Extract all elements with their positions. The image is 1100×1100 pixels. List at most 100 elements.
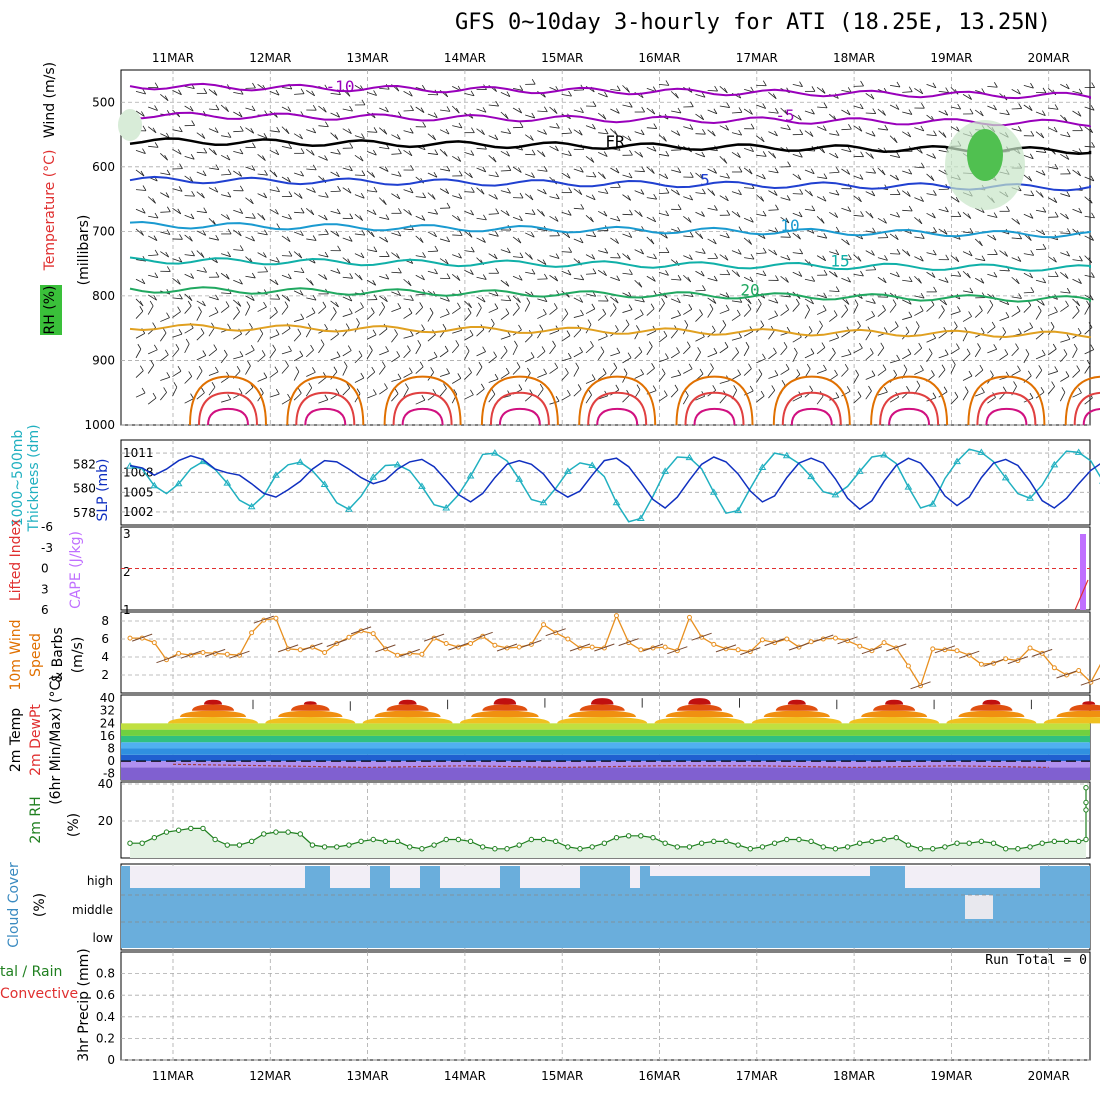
wind-barb-flag [1089, 294, 1094, 301]
wind-barb-flag [324, 155, 328, 161]
wind-barb-flag [880, 342, 885, 348]
wind-barb [476, 388, 485, 396]
wind-barb-flag [884, 386, 888, 393]
wind-barb-flag [324, 251, 329, 258]
wind-barb [257, 306, 267, 312]
wind-barb-flag [625, 319, 630, 325]
wind-barb-flag [811, 276, 816, 282]
wind-barb-flag [470, 90, 475, 96]
wind-barb-flag [981, 387, 985, 393]
wind-barb-flag [1018, 233, 1023, 240]
wind-barb-flag [893, 137, 898, 143]
wind-barb [294, 93, 305, 95]
wind-barb-flag [762, 151, 767, 157]
wind-barb [938, 208, 949, 213]
wind-barb [537, 169, 548, 172]
wind-barb [293, 290, 304, 296]
wind-barb-flag [933, 130, 937, 136]
wind-barb-flag [928, 348, 933, 354]
wind-barb-flag [848, 254, 852, 260]
wind-barb-flag [1050, 321, 1055, 328]
wind-barb-flag [543, 368, 547, 374]
rh-marker [212, 836, 218, 843]
wind-barb-flag [190, 154, 195, 160]
wind-barb-flag [356, 388, 361, 394]
wind-barb-flag [555, 253, 560, 259]
wind-barb-flag [872, 227, 876, 234]
wind-barb-flag [592, 268, 597, 274]
wind-barb [245, 295, 255, 301]
wind-barb [974, 109, 984, 117]
boundary-layer-contour [392, 391, 453, 426]
wind-barb-flag [458, 252, 462, 259]
wind-barb [756, 395, 765, 403]
wind-barb-flag [445, 258, 449, 265]
wind-barb-flag [553, 303, 558, 309]
wind-barb [160, 392, 167, 401]
wind-barb [525, 114, 535, 119]
wind-barb-flag [775, 108, 779, 114]
wind-barb-flag [419, 302, 424, 308]
wind-barb [683, 235, 694, 238]
wind-barb-flag [933, 286, 937, 293]
wind-barb [926, 212, 936, 219]
wind-barb [399, 648, 420, 657]
wind-barb-flag [568, 150, 572, 156]
wind-barb-flag [735, 347, 739, 353]
wind-barb [476, 329, 485, 337]
wind-barb-flag [604, 91, 608, 98]
rh-marker [735, 842, 741, 848]
wind-barb-flag [139, 300, 144, 307]
wind-barb [1048, 371, 1058, 375]
wind-barb [1060, 84, 1070, 90]
wind-barb-flag [908, 86, 913, 92]
wind-barb [926, 134, 937, 137]
wind-barb [573, 297, 583, 303]
wind-barb [914, 295, 925, 299]
wind-barb-flag [1064, 116, 1068, 123]
wind-barb-flag [677, 107, 682, 114]
wind-barb-flag [335, 388, 340, 394]
wind-barb [865, 269, 876, 271]
wind-barb-flag [590, 340, 594, 347]
wind-barb [707, 352, 718, 358]
wind-barb [1011, 237, 1022, 240]
wind-barb-flag [568, 127, 573, 134]
wind-barb [350, 626, 372, 635]
wind-barb [427, 172, 438, 178]
wind-barb-flag [553, 108, 558, 114]
date-label-bottom: 16MAR [638, 1069, 680, 1083]
wind-barb [561, 270, 572, 276]
wind-barb-flag [1066, 228, 1071, 234]
wind-barb-flag [1075, 305, 1080, 312]
wind-barb-flag [360, 252, 365, 259]
wind-barb [147, 349, 158, 355]
wind-barb [220, 306, 230, 313]
wind-barb [342, 276, 353, 279]
wind-barb-flag [687, 276, 692, 283]
wind-barb [598, 191, 609, 194]
wind-barb-flag [575, 362, 580, 368]
wind-barb-flag [689, 172, 694, 178]
wind-barb-flag [953, 321, 958, 327]
wind-barb [500, 150, 510, 157]
wind-barb-flag [945, 254, 950, 260]
rh-marker [467, 838, 474, 845]
wind-barb [306, 149, 315, 156]
wind-barb-flag [430, 367, 434, 373]
wind-barb [902, 111, 913, 115]
wind-barb-flag [227, 169, 232, 175]
wind-barb-flag [541, 151, 546, 157]
wind-barb [342, 128, 352, 135]
wind-barb-flag [847, 349, 852, 355]
wind-barb [330, 300, 339, 308]
wind-barb [646, 166, 655, 174]
wind-barb [172, 370, 182, 377]
wind-barb [451, 214, 461, 222]
wind-barb [975, 258, 986, 262]
wind-barb-flag [774, 227, 779, 233]
wind-barb [525, 271, 536, 275]
wind-barb-flag [507, 128, 512, 134]
wind-barb [938, 369, 946, 378]
wind-barb-flag [1015, 343, 1019, 349]
